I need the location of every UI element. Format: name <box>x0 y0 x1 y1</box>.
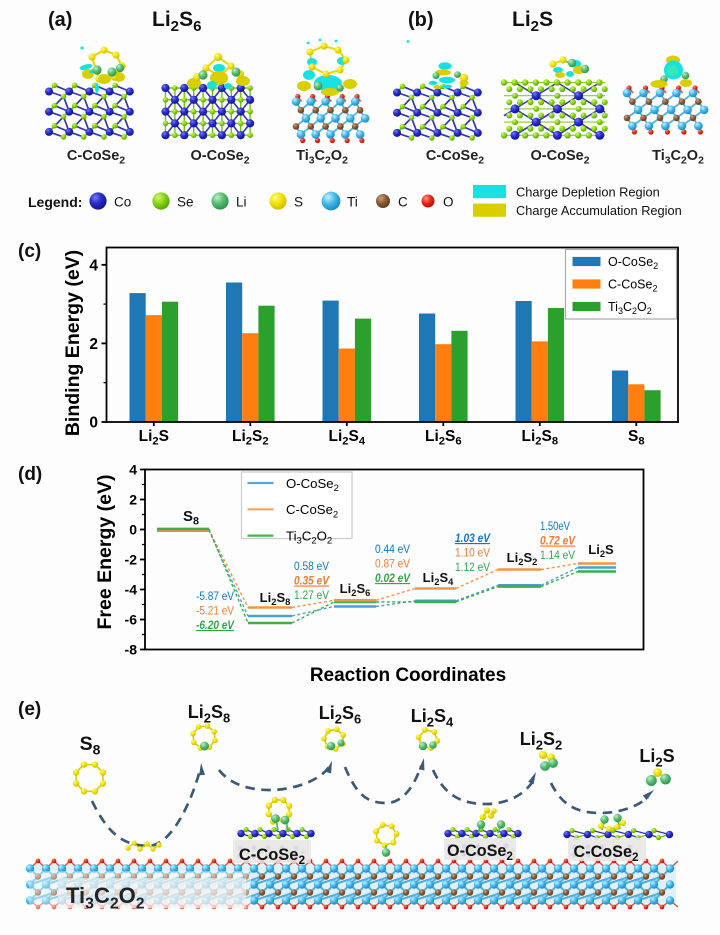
svg-text:0.35 eV: 0.35 eV <box>294 576 330 588</box>
svg-text:1.03 eV: 1.03 eV <box>455 533 491 545</box>
svg-text:-5.87 eV: -5.87 eV <box>196 591 234 603</box>
svg-text:O-CoSe2: O-CoSe2 <box>191 148 250 167</box>
svg-text:0.44 eV: 0.44 eV <box>375 544 410 556</box>
svg-text:2: 2 <box>129 492 137 508</box>
svg-text:-4: -4 <box>125 582 138 598</box>
svg-text:C-CoSe2: C-CoSe2 <box>67 148 125 167</box>
svg-text:Ti: Ti <box>347 195 358 210</box>
svg-text:-8: -8 <box>125 642 138 658</box>
svg-text:-6: -6 <box>125 612 138 628</box>
svg-text:(c): (c) <box>18 241 41 262</box>
svg-text:Legend:: Legend: <box>28 194 82 210</box>
svg-text:Charge Depletion Region: Charge Depletion Region <box>516 185 660 200</box>
svg-text:Ti3C2O2: Ti3C2O2 <box>608 300 652 316</box>
svg-text:(a): (a) <box>48 9 72 31</box>
svg-text:Co: Co <box>114 195 131 210</box>
svg-text:Reaction Coordinates: Reaction Coordinates <box>310 665 506 686</box>
svg-text:1.12 eV: 1.12 eV <box>455 562 490 574</box>
svg-text:0.58 eV: 0.58 eV <box>294 561 329 573</box>
svg-text:0: 0 <box>89 415 98 432</box>
svg-text:-5.21 eV: -5.21 eV <box>196 606 234 618</box>
svg-text:-2: -2 <box>125 552 138 568</box>
svg-text:C-CoSe2: C-CoSe2 <box>574 843 639 864</box>
svg-text:0.72 eV: 0.72 eV <box>540 536 576 548</box>
svg-text:-6.20 eV: -6.20 eV <box>196 620 235 632</box>
svg-text:0: 0 <box>129 522 137 538</box>
svg-text:0.87 eV: 0.87 eV <box>375 559 410 571</box>
svg-text:Binding Energy (eV): Binding Energy (eV) <box>62 250 84 436</box>
svg-text:1.27 eV: 1.27 eV <box>294 590 329 602</box>
svg-text:1.10 eV: 1.10 eV <box>455 548 490 560</box>
svg-text:1.50eV: 1.50eV <box>540 521 570 533</box>
svg-text:O-CoSe2: O-CoSe2 <box>447 842 513 863</box>
svg-text:(e): (e) <box>18 699 41 720</box>
svg-text:C: C <box>398 195 408 210</box>
svg-text:(d): (d) <box>18 464 42 485</box>
svg-text:C-CoSe2: C-CoSe2 <box>426 148 484 167</box>
svg-text:2: 2 <box>89 336 98 353</box>
svg-text:Charge Accumulation Region: Charge Accumulation Region <box>516 203 682 218</box>
svg-text:0.02 eV: 0.02 eV <box>375 573 411 585</box>
svg-text:O: O <box>443 195 454 210</box>
svg-text:Ti3C2O2: Ti3C2O2 <box>296 148 348 167</box>
svg-text:C-CoSe2: C-CoSe2 <box>608 278 657 294</box>
svg-text:Se: Se <box>177 195 194 210</box>
svg-text:Li: Li <box>236 195 247 210</box>
svg-text:O-CoSe2: O-CoSe2 <box>531 148 590 167</box>
svg-text:1.14 eV: 1.14 eV <box>540 550 575 562</box>
svg-text:4: 4 <box>129 462 137 478</box>
svg-text:4: 4 <box>89 257 98 274</box>
svg-text:Ti3C2O2: Ti3C2O2 <box>652 148 704 167</box>
svg-text:O-CoSe2: O-CoSe2 <box>608 255 658 271</box>
svg-text:Free Energy (eV): Free Energy (eV) <box>94 475 116 630</box>
svg-text:Ti3C2O2: Ti3C2O2 <box>66 883 145 912</box>
svg-text:(b): (b) <box>408 9 434 31</box>
svg-text:S: S <box>294 195 303 210</box>
svg-text:C-CoSe2: C-CoSe2 <box>239 846 306 867</box>
